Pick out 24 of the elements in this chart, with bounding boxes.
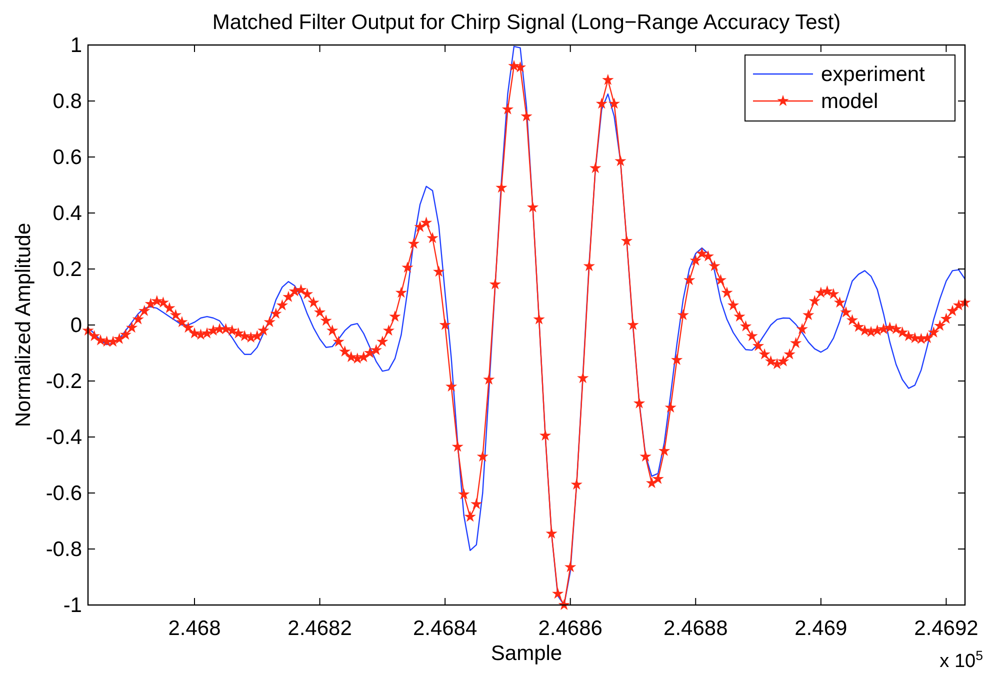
y-tick-label: 0.6 [52, 146, 82, 169]
legend-label: experiment [821, 63, 926, 86]
y-tick-label: 0.4 [52, 202, 82, 225]
x-tick-label: 2.4686 [538, 617, 602, 640]
y-tick-label: 1 [70, 34, 82, 57]
y-axis-title: Normalized Amplitude [12, 222, 35, 428]
chart-title: Matched Filter Output for Chirp Signal (Long−Range Accuracy Test) [212, 11, 841, 34]
x-tick-label: 2.468 [168, 617, 221, 640]
text: x 10$^{5}$ [940, 648, 983, 672]
x-tick-label: 2.4682 [288, 617, 352, 640]
y-tick-label: -0.4 [46, 426, 82, 449]
x-tick-label: 2.4684 [412, 617, 478, 640]
x-tick-label: 2.469 [794, 617, 848, 640]
y-tick-label: -0.6 [46, 482, 82, 505]
y-tick-label: -0.2 [46, 370, 82, 393]
x-axis-title: Sample [490, 642, 562, 665]
x-tick-label: 2.4688 [664, 617, 728, 640]
y-tick-label: 0 [70, 314, 82, 337]
y-tick-label: -1 [63, 594, 82, 617]
y-tick-label: 0.8 [52, 90, 82, 113]
legend-label: model [821, 90, 878, 113]
x-tick-label: 2.4692 [914, 617, 978, 640]
y-tick-label: -0.8 [46, 538, 82, 561]
y-tick-label: 0.2 [52, 258, 82, 281]
